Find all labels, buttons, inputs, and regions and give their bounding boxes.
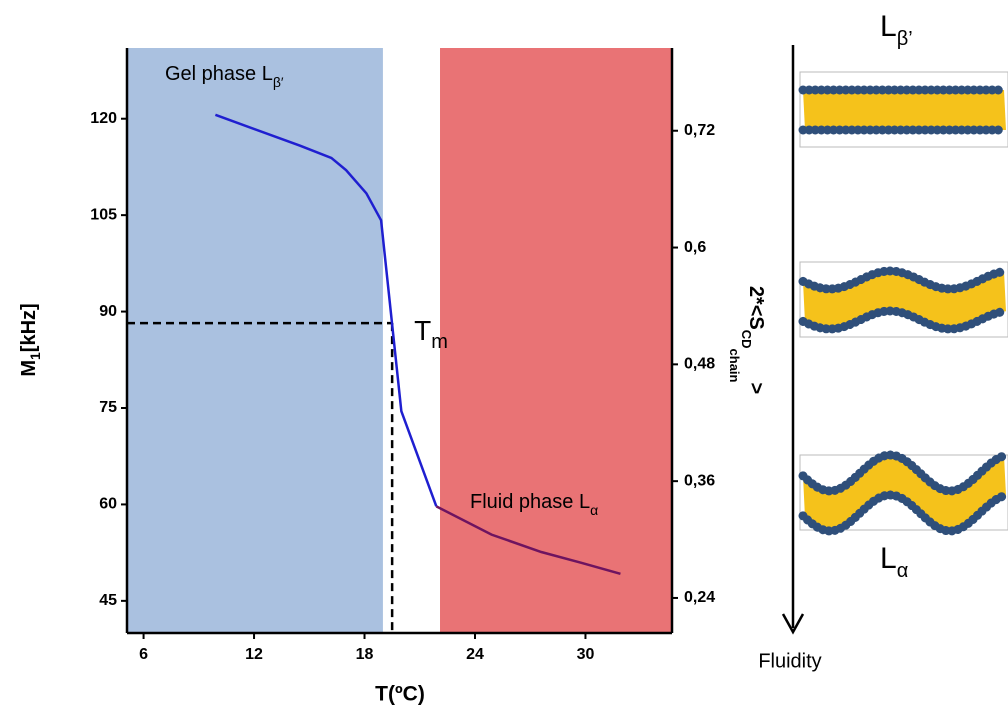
region-label: Fluid phase Lα (470, 491, 598, 517)
y2-tick-label: 0,24 (684, 589, 715, 606)
phase-region (127, 48, 383, 633)
arrow-label: Fluidity (758, 650, 821, 672)
membrane-headgroups (798, 306, 1008, 334)
y-tick-label: 120 (90, 110, 117, 127)
y2-label-end: > (745, 383, 767, 395)
y2-tick-label: 0,48 (684, 356, 715, 373)
y2-axis-label: 2*<SCDchain> (727, 286, 767, 394)
y-axis-label: M1[kHz] (18, 303, 42, 376)
region-label-sub: α (590, 502, 598, 518)
y-label-main: M (18, 360, 40, 377)
membrane-headgroups (798, 450, 1008, 496)
arrow-head (781, 613, 805, 635)
data-line (214, 113, 438, 507)
x-tick-label: 18 (356, 646, 374, 663)
bottom-label-main: L (880, 542, 897, 575)
tm-label: Tm (414, 316, 448, 354)
region-label: Gel phase Lβ′ (165, 63, 284, 89)
bottom-label-sub: α (897, 560, 909, 582)
membrane-headgroups (798, 490, 1008, 536)
top-label-main: L (880, 10, 897, 43)
region-label-main: Gel phase L (165, 63, 273, 85)
y-label-sub: 1 (27, 352, 43, 360)
phase-region (440, 48, 672, 633)
region-label-sub: β′ (273, 74, 284, 90)
region-label-main: Fluid phase L (470, 491, 590, 513)
x-tick-label: 30 (577, 646, 595, 663)
top-phase-label: Lβ’ (880, 10, 913, 50)
y2-label-sub2: chain (727, 349, 742, 383)
y-tick-label: 75 (99, 399, 117, 416)
membrane-headgroups (798, 266, 1008, 294)
membrane-core (803, 90, 1006, 130)
bottom-phase-label: Lα (880, 542, 908, 582)
top-label-sub: β’ (897, 28, 913, 50)
y2-tick-label: 0,36 (684, 472, 715, 489)
x-tick-label: 6 (139, 646, 148, 663)
tm-label-main: T (414, 316, 431, 347)
y-tick-label: 45 (99, 592, 117, 609)
y2-label-main: 2*<S (745, 286, 767, 330)
y-tick-label: 105 (90, 206, 117, 223)
y2-tick-label: 0,6 (684, 239, 706, 256)
x-tick-label: 24 (466, 646, 484, 663)
x-tick-label: 12 (245, 646, 263, 663)
y2-label-sub: CD (739, 330, 754, 349)
y-tick-label: 60 (99, 496, 117, 513)
y-label-rest: [kHz] (18, 303, 40, 352)
y-tick-label: 90 (99, 303, 117, 320)
x-axis-label: T(ºC) (375, 683, 425, 706)
tm-label-sub: m (431, 331, 448, 353)
data-line (435, 505, 621, 576)
membrane-core (803, 455, 1006, 531)
y2-tick-label: 0,72 (684, 122, 715, 139)
